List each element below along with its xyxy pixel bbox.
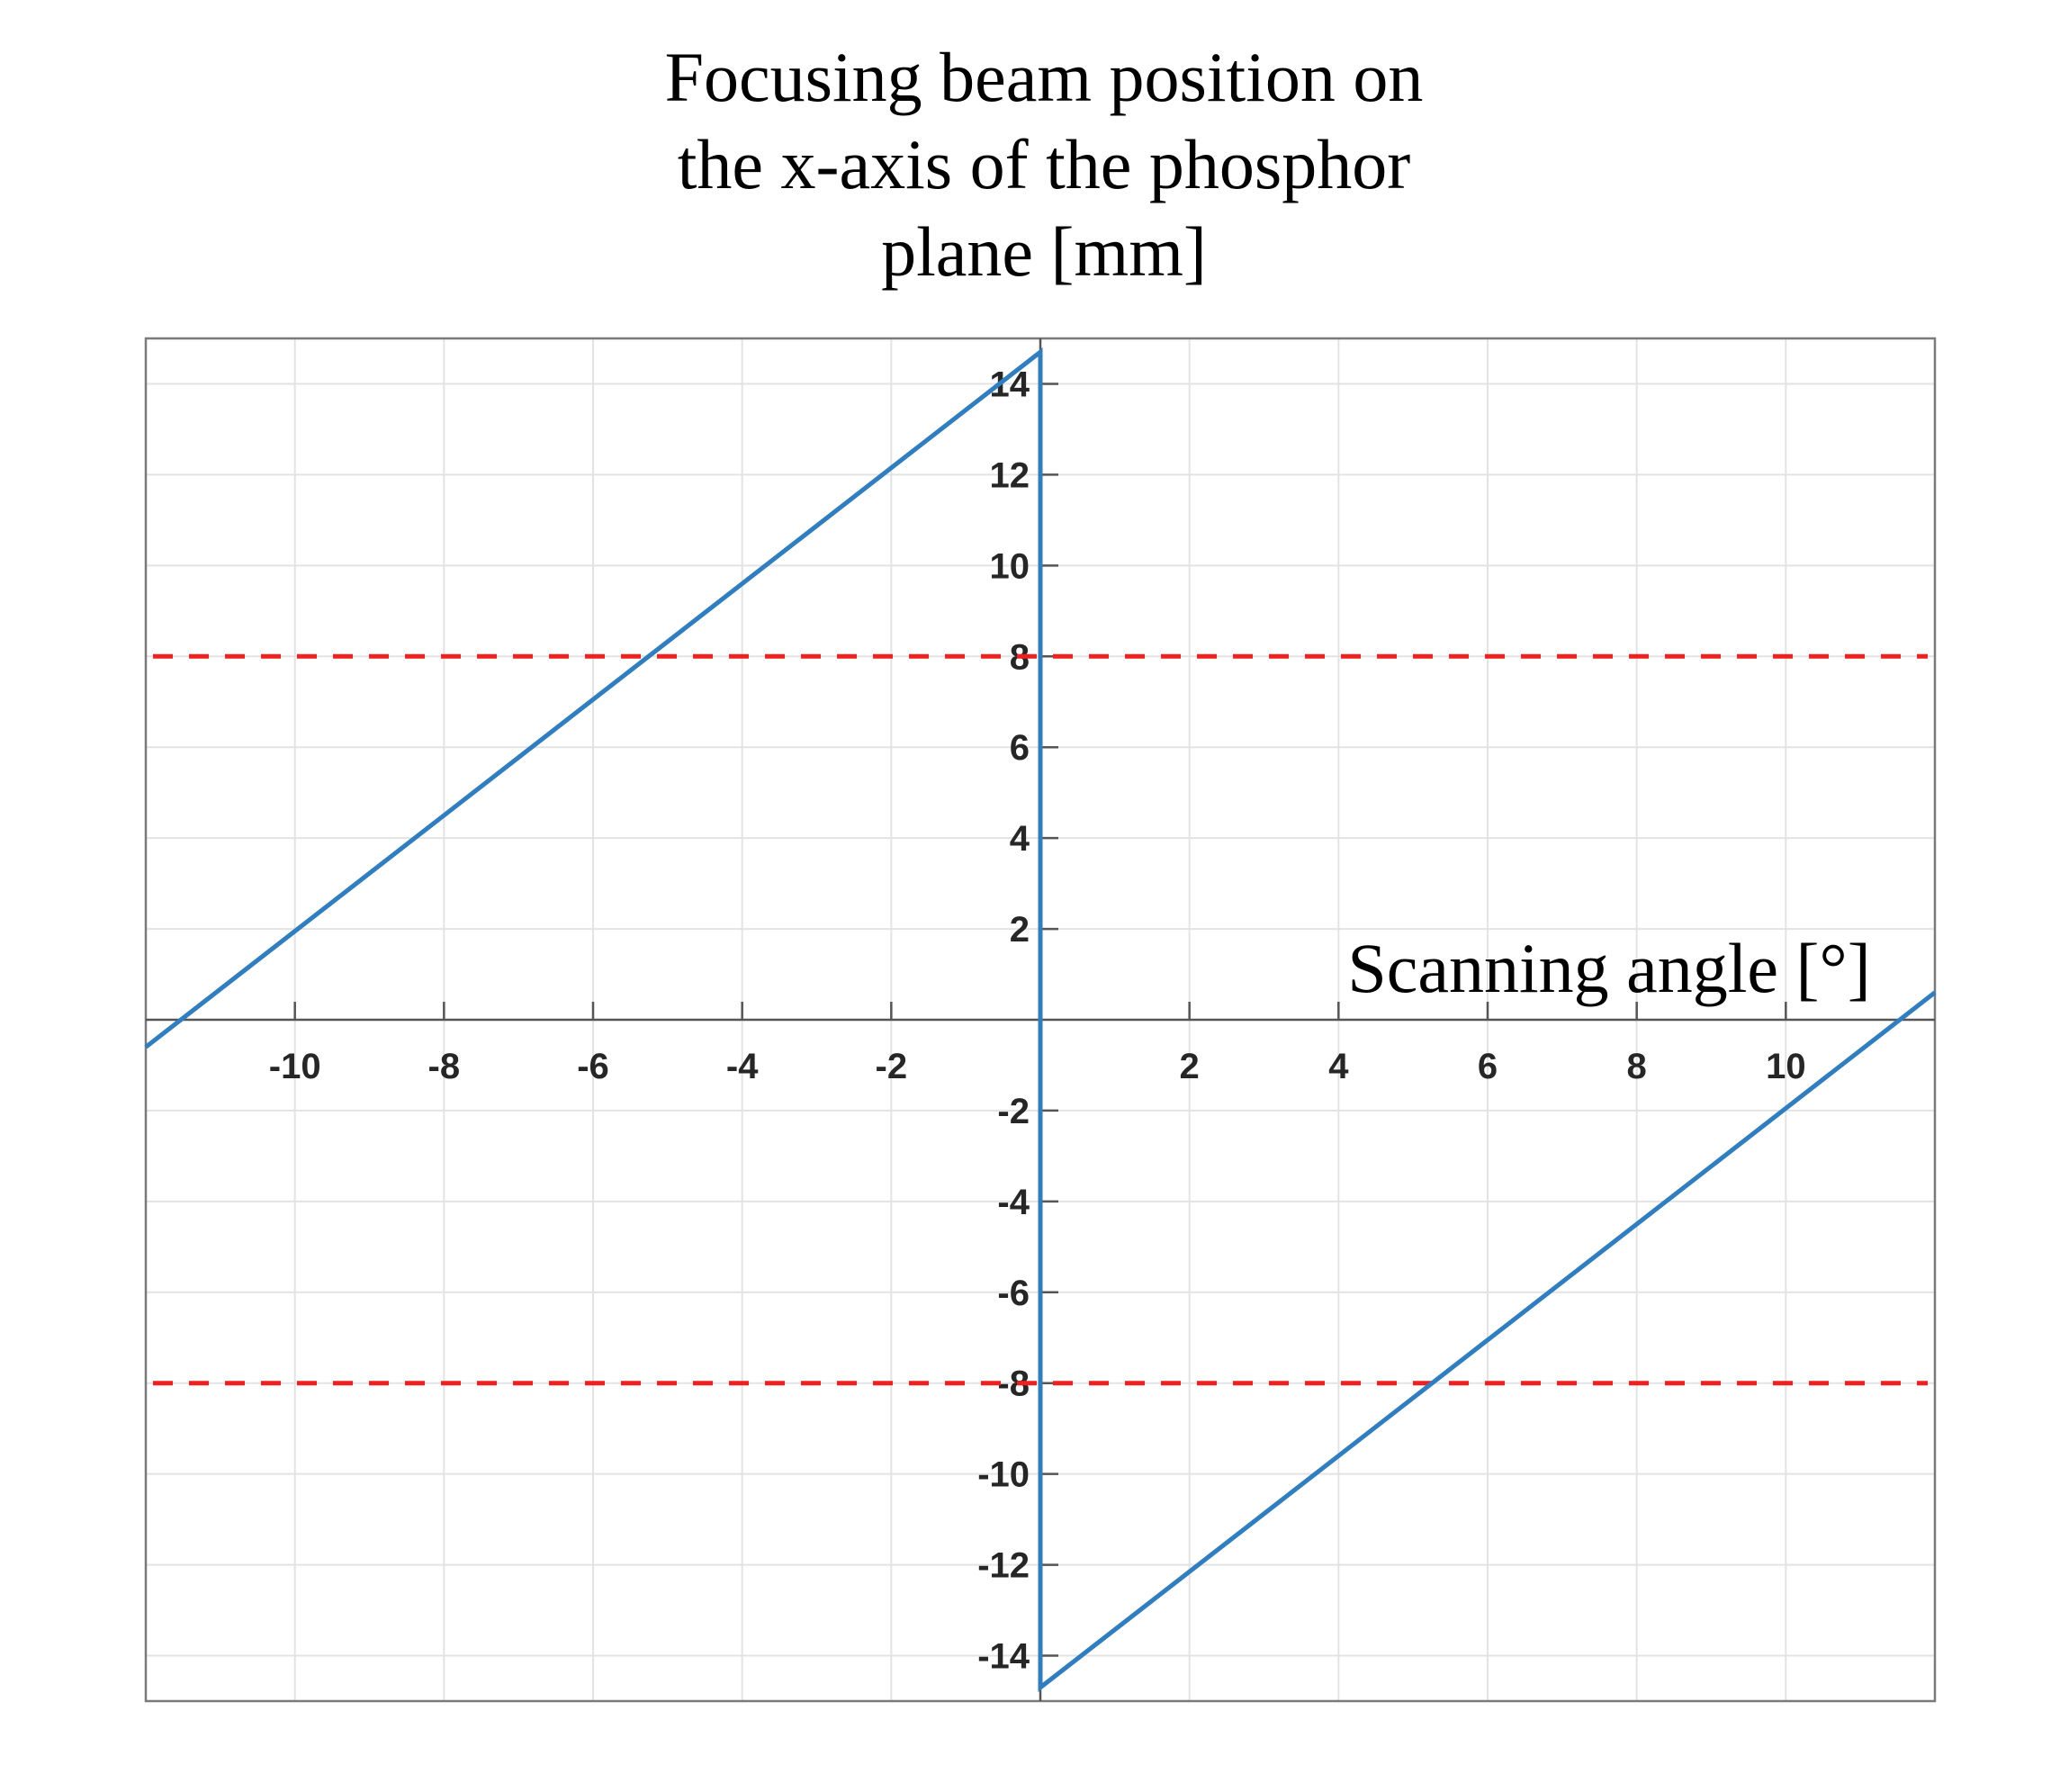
y-tick-label: -14 (977, 1637, 1030, 1677)
x-tick-label: -2 (876, 1047, 908, 1086)
y-tick-label: 10 (990, 546, 1030, 586)
y-tick-label: 4 (1010, 819, 1030, 859)
x-tick-label: -4 (726, 1047, 759, 1086)
x-tick-label: -10 (269, 1047, 321, 1086)
y-tick-label: 2 (1010, 910, 1030, 950)
series-line-1 (144, 347, 1937, 1693)
x-tick-label: 10 (1766, 1047, 1806, 1086)
x-axis-label: Scanning angle [°] (1347, 929, 1870, 1007)
x-tick-label: -6 (577, 1047, 609, 1086)
y-tick-label: -10 (977, 1455, 1030, 1495)
title-line-2: the x-axis of the phosphor (678, 125, 1411, 203)
chart-title: Focusing beam position on the x-axis of t… (665, 38, 1424, 291)
y-tick-label: 12 (990, 455, 1030, 495)
title-line-3: plane [mm] (881, 212, 1207, 291)
plot-area: -10-8-6-4-2246810-14-12-10-8-6-4-2246810… (144, 337, 1937, 1703)
x-tick-label: 2 (1180, 1047, 1200, 1086)
x-tick-label: 4 (1328, 1047, 1349, 1086)
y-tick-label: -12 (977, 1546, 1030, 1586)
y-tick-label: -6 (997, 1274, 1030, 1313)
y-tick-label: 6 (1010, 728, 1030, 768)
x-tick-label: -8 (428, 1047, 461, 1086)
x-tick-label: 6 (1478, 1047, 1498, 1086)
y-tick-label: -2 (997, 1092, 1030, 1131)
y-tick-label: -4 (997, 1183, 1030, 1222)
x-tick-label: 8 (1627, 1047, 1647, 1086)
title-line-1: Focusing beam position on (665, 38, 1424, 116)
